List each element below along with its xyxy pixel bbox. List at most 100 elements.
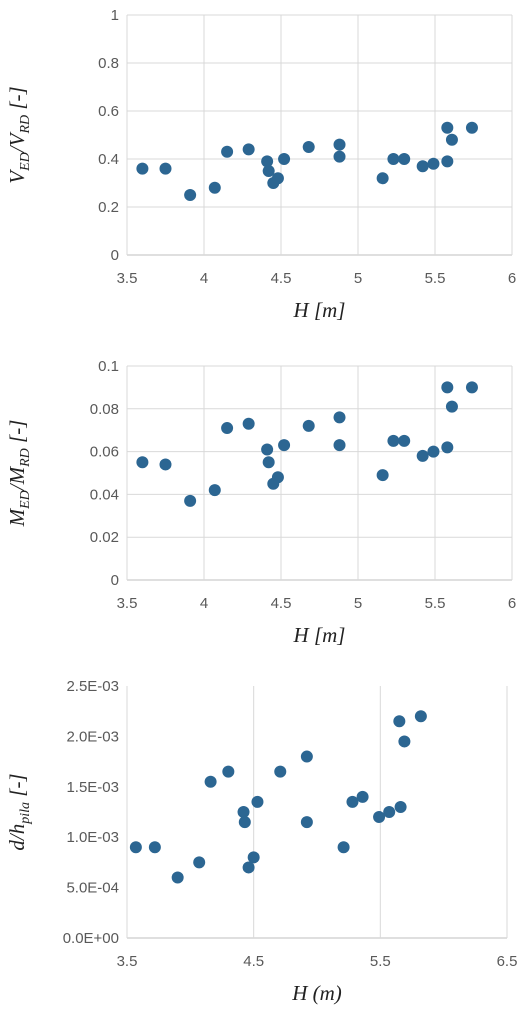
x-tick-label: 5.5 [370,953,391,970]
point [337,841,350,854]
y-label-part: ED [18,490,33,510]
y-tick-label: 5.0E-04 [66,880,119,897]
y-label-part: RD [18,115,33,135]
y-tick-label: 0.08 [90,401,119,418]
point [356,790,369,803]
y-tick-label: 0.2 [98,199,119,216]
x-tick-label: 6 [508,595,516,612]
point [271,471,284,484]
point [171,871,184,884]
point [274,765,287,778]
point [333,150,346,163]
point [441,441,454,454]
point [333,138,346,151]
point [398,153,411,165]
x-tick-label: 6 [508,270,516,287]
point [251,795,264,808]
point [333,439,346,452]
y-tick-label: 0.4 [98,151,119,168]
point [159,162,172,175]
point [278,153,291,165]
point [193,856,206,869]
point [208,484,221,497]
y-tick-label: 0.0E+00 [63,930,119,947]
point [238,816,251,829]
point [445,133,458,146]
y-tick-label: 2.0E-03 [66,728,119,745]
x-tick-label: 4.5 [243,953,264,970]
y-label-part: [-] [5,86,29,115]
point [136,162,149,175]
point [387,434,400,447]
x-tick-label: 5 [354,595,362,612]
x-tick-label: 4.5 [271,595,292,612]
x-tick-label: 4 [200,270,208,287]
y-label-part: /M [5,465,29,491]
y-tick-label: 0.8 [98,55,119,72]
y-label-part: [-] [5,773,29,802]
point [445,400,458,413]
point [300,816,313,829]
point [148,841,161,854]
point [376,469,389,482]
point [184,189,197,201]
y-label-part: d/h [5,824,29,851]
y-tick-label: 0 [111,572,119,589]
point [237,806,250,818]
point [221,145,234,158]
point [387,153,400,165]
point [159,458,172,471]
point [427,157,440,170]
y-label-part: M [5,507,29,527]
y-label-part: ED [18,152,33,172]
point [398,735,411,748]
point [373,811,386,824]
y-tick-label: 1 [111,7,119,24]
y-axis-label: VED/VRD [-] [5,86,33,183]
y-label-part: RD [18,448,33,468]
y-tick-label: 0.06 [90,444,119,461]
point [441,121,454,134]
point [465,121,478,134]
point [262,165,275,177]
point [398,434,411,447]
x-tick-label: 5.5 [425,270,446,287]
y-label-part: pila [18,802,33,825]
point [262,456,275,469]
point [333,411,346,424]
point [208,181,221,194]
y-tick-label: 0 [111,247,119,264]
y-label-part: [-] [5,420,29,449]
point [465,381,478,394]
y-tick-label: 2.5E-03 [66,678,119,695]
x-axis-label: H [m] [293,298,346,322]
point [261,443,274,456]
point [261,155,274,168]
point [441,381,454,394]
y-tick-label: 0.02 [90,529,119,546]
point [242,417,255,430]
point [393,715,406,728]
x-tick-label: 3.5 [117,270,138,287]
point [394,800,407,813]
y-tick-label: 0.04 [90,486,119,503]
x-tick-label: 4 [200,595,208,612]
x-tick-label: 5 [354,270,362,287]
point [414,710,427,723]
x-tick-label: 3.5 [117,953,138,970]
point [129,841,142,854]
point [300,750,313,763]
point [136,456,149,469]
point [302,419,315,432]
point [278,439,291,452]
y-axis-label: MED/MRD [-] [5,420,33,528]
point [247,851,260,864]
y-label-part: /V [5,131,29,153]
y-tick-label: 0.6 [98,103,119,120]
x-axis-label: H [m] [293,623,346,647]
point [441,155,454,168]
x-tick-label: 6.5 [497,953,518,970]
x-tick-label: 5.5 [425,595,446,612]
y-label-part: V [5,169,29,184]
